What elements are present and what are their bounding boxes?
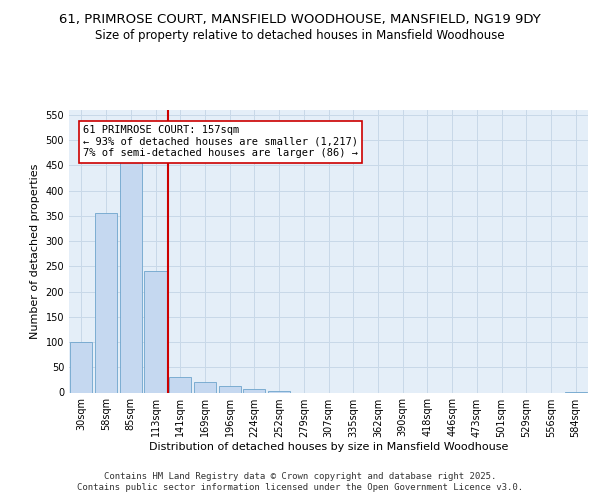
Bar	[119, 138, 142, 392]
Bar	[194, 382, 216, 392]
Text: 61, PRIMROSE COURT, MANSFIELD WOODHOUSE, MANSFIELD, NG19 9DY: 61, PRIMROSE COURT, MANSFIELD WOODHOUSE,…	[59, 12, 541, 26]
Y-axis label: Number of detached properties: Number of detached properties	[30, 164, 40, 339]
Bar	[95, 214, 117, 392]
Bar	[70, 342, 92, 392]
X-axis label: Distribution of detached houses by size in Mansfield Woodhouse: Distribution of detached houses by size …	[149, 442, 508, 452]
Text: 61 PRIMROSE COURT: 157sqm
← 93% of detached houses are smaller (1,217)
7% of sem: 61 PRIMROSE COURT: 157sqm ← 93% of detac…	[83, 125, 358, 158]
Text: Size of property relative to detached houses in Mansfield Woodhouse: Size of property relative to detached ho…	[95, 29, 505, 42]
Text: Contains HM Land Registry data © Crown copyright and database right 2025.
Contai: Contains HM Land Registry data © Crown c…	[77, 472, 523, 492]
Bar	[218, 386, 241, 392]
Bar	[169, 378, 191, 392]
Bar	[145, 272, 167, 392]
Bar	[243, 389, 265, 392]
